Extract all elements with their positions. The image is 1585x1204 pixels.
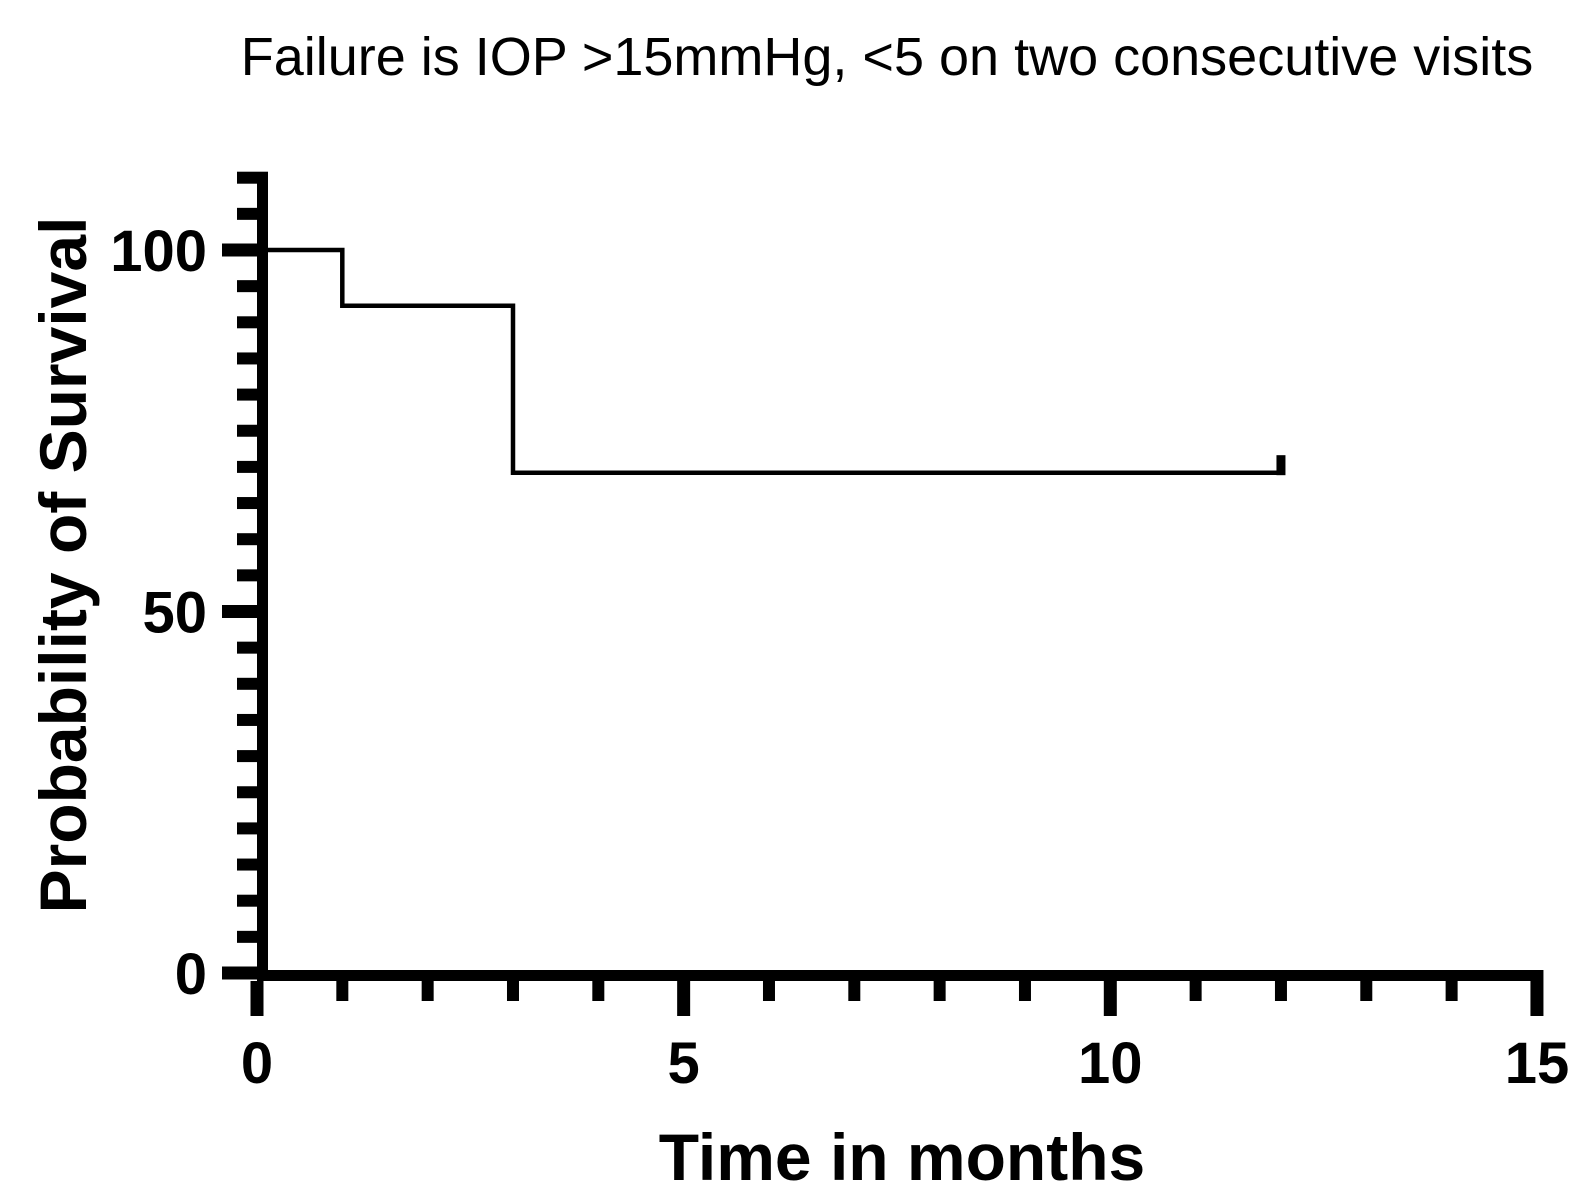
y-minor-tick bbox=[237, 858, 257, 871]
chart-title: Failure is IOP >15mmHg, <5 on two consec… bbox=[241, 27, 1534, 87]
tick-labels: 0 50 100 0 5 10 15 bbox=[110, 219, 1569, 1096]
tick-marks bbox=[222, 171, 1544, 1016]
x-minor-tick bbox=[1274, 981, 1287, 1001]
x-major-tick bbox=[250, 981, 264, 1016]
x-major-tick bbox=[1530, 981, 1544, 1016]
y-major-tick bbox=[222, 243, 257, 257]
x-tick-label: 0 bbox=[241, 1031, 273, 1096]
x-minor-tick bbox=[848, 981, 861, 1001]
survival-curve bbox=[257, 247, 1281, 475]
y-minor-tick bbox=[237, 822, 257, 835]
x-tick-label: 15 bbox=[1505, 1031, 1570, 1096]
x-axis-label: Time in months bbox=[659, 1120, 1146, 1194]
y-minor-tick bbox=[237, 171, 257, 184]
y-minor-tick bbox=[237, 930, 257, 943]
x-tick-label: 5 bbox=[668, 1031, 700, 1096]
x-minor-tick bbox=[933, 981, 946, 1001]
y-major-tick bbox=[222, 966, 257, 980]
y-axis-line bbox=[257, 171, 268, 981]
x-minor-tick bbox=[1445, 981, 1458, 1001]
x-major-tick bbox=[677, 981, 691, 1016]
x-minor-tick bbox=[1360, 981, 1373, 1001]
y-minor-tick bbox=[237, 641, 257, 654]
x-minor-tick bbox=[1018, 981, 1031, 1001]
censor-tick-mark bbox=[1276, 455, 1286, 476]
y-minor-tick bbox=[237, 280, 257, 293]
x-minor-tick bbox=[336, 981, 349, 1001]
x-major-tick bbox=[1103, 981, 1117, 1016]
x-minor-tick bbox=[506, 981, 519, 1001]
x-minor-tick bbox=[762, 981, 775, 1001]
y-minor-tick bbox=[237, 677, 257, 690]
y-tick-label: 100 bbox=[110, 219, 207, 284]
y-minor-tick bbox=[237, 316, 257, 329]
y-minor-tick bbox=[237, 569, 257, 582]
x-minor-tick bbox=[592, 981, 605, 1001]
y-tick-label: 0 bbox=[175, 942, 207, 1007]
y-minor-tick bbox=[237, 207, 257, 220]
y-minor-tick bbox=[237, 713, 257, 726]
y-major-tick bbox=[222, 605, 257, 618]
y-axis-label: Probability of Survival bbox=[26, 217, 100, 914]
x-axis-line bbox=[257, 970, 1544, 981]
y-minor-tick bbox=[237, 750, 257, 763]
y-minor-tick bbox=[237, 424, 257, 437]
y-minor-tick bbox=[237, 497, 257, 510]
axes bbox=[257, 171, 1544, 981]
y-minor-tick bbox=[237, 533, 257, 546]
y-minor-tick bbox=[237, 786, 257, 799]
y-minor-tick bbox=[237, 460, 257, 473]
y-minor-tick bbox=[237, 894, 257, 907]
x-minor-tick bbox=[1189, 981, 1202, 1001]
y-tick-label: 50 bbox=[142, 581, 207, 646]
x-tick-label: 10 bbox=[1078, 1031, 1143, 1096]
y-minor-tick bbox=[237, 352, 257, 365]
x-minor-tick bbox=[421, 981, 434, 1001]
y-minor-tick bbox=[237, 388, 257, 401]
survival-series bbox=[257, 247, 1286, 476]
